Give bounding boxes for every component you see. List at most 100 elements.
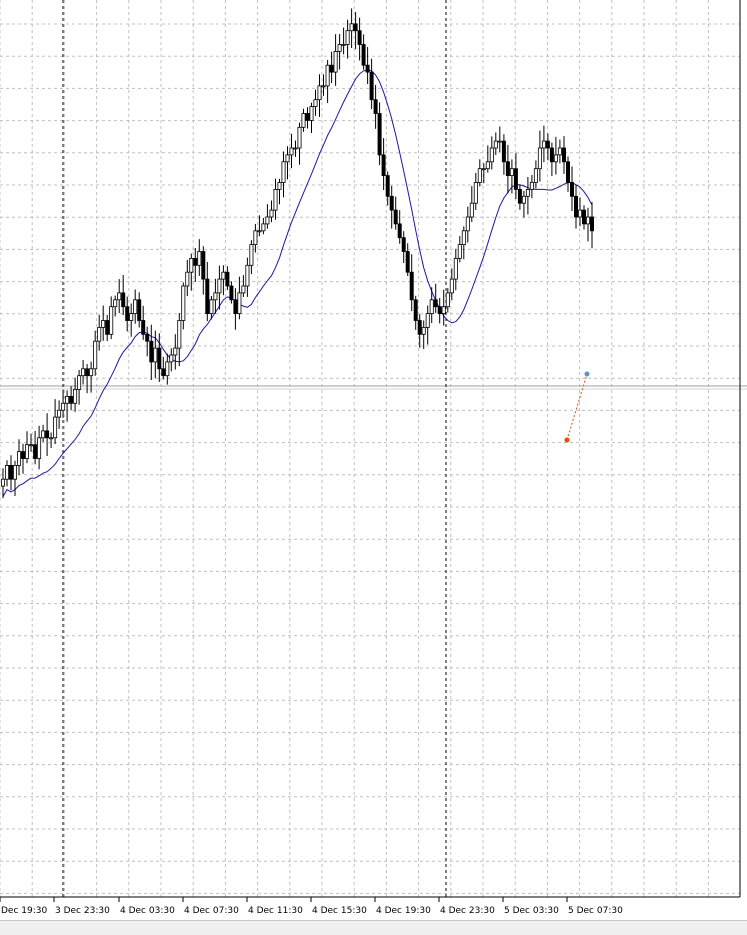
candle-body-bear bbox=[85, 368, 90, 377]
candle-body-bull bbox=[341, 44, 346, 46]
candle-body-bear bbox=[397, 223, 402, 239]
horizontal-scrollbar[interactable] bbox=[0, 920, 747, 935]
candle bbox=[293, 140, 298, 157]
candle bbox=[590, 202, 595, 249]
candle-body-bear bbox=[161, 368, 166, 377]
candle bbox=[249, 240, 254, 275]
candle-body-bear bbox=[373, 99, 378, 114]
candle bbox=[93, 330, 98, 376]
moving-average-line bbox=[2, 69, 593, 497]
candle-body-bull bbox=[333, 51, 338, 73]
candle bbox=[233, 288, 238, 330]
candle-body-bear bbox=[141, 320, 146, 335]
candle bbox=[425, 305, 430, 345]
candle-body-bull bbox=[269, 209, 274, 218]
candle-body-bear bbox=[105, 320, 110, 335]
candle bbox=[121, 275, 126, 316]
candle-body-bear bbox=[385, 175, 390, 197]
time-tick-label: 4 Dec 15:30 bbox=[312, 906, 367, 916]
candle-body-bull bbox=[521, 195, 526, 204]
candle bbox=[53, 399, 58, 445]
trade-exit-marker[interactable] bbox=[584, 371, 590, 377]
candle bbox=[409, 254, 414, 312]
candle-body-bull bbox=[325, 64, 330, 87]
candle-body-bull bbox=[257, 230, 262, 233]
candle bbox=[377, 102, 382, 166]
candle bbox=[277, 178, 282, 205]
candle-body-bull bbox=[245, 264, 250, 287]
candle bbox=[449, 268, 454, 301]
candle bbox=[393, 196, 398, 230]
candle-body-bear bbox=[381, 154, 386, 176]
candle bbox=[401, 231, 406, 263]
candle-body-bull bbox=[309, 106, 314, 121]
candle bbox=[173, 334, 178, 370]
candle-body-bear bbox=[361, 44, 366, 66]
time-tick-label: 4 Dec 23:30 bbox=[440, 906, 495, 916]
candle bbox=[129, 303, 134, 337]
candle bbox=[365, 47, 370, 84]
candle bbox=[353, 12, 358, 50]
candle-body-bull bbox=[16, 451, 21, 466]
candle bbox=[413, 295, 418, 330]
candle-body-bull bbox=[421, 326, 426, 335]
candle-body-bull bbox=[101, 320, 106, 328]
candle bbox=[345, 19, 350, 59]
candle-body-bull bbox=[477, 168, 482, 183]
ma-series-line bbox=[2, 69, 593, 497]
candle bbox=[313, 89, 318, 116]
candle-body-bull bbox=[473, 182, 478, 204]
candle bbox=[101, 305, 106, 341]
candle bbox=[197, 239, 202, 276]
candle bbox=[505, 144, 510, 194]
candle-body-bear bbox=[369, 71, 374, 101]
candle bbox=[461, 226, 466, 260]
candle bbox=[521, 190, 526, 218]
candle bbox=[574, 184, 579, 229]
candle bbox=[57, 400, 62, 429]
candle bbox=[105, 315, 110, 342]
candle bbox=[89, 361, 94, 393]
candle-body-bear bbox=[393, 209, 398, 225]
candle-body-bear bbox=[125, 306, 130, 321]
candle-body-bear bbox=[417, 320, 422, 335]
candle bbox=[285, 146, 290, 180]
candle bbox=[457, 236, 462, 263]
candle bbox=[12, 460, 17, 496]
candle bbox=[61, 389, 66, 418]
candle bbox=[405, 243, 410, 276]
candle bbox=[541, 125, 546, 163]
candle bbox=[417, 314, 422, 348]
candle bbox=[137, 292, 142, 328]
candle bbox=[553, 136, 558, 175]
candle-body-bull bbox=[553, 154, 558, 163]
candle-body-bull bbox=[497, 140, 502, 143]
candle bbox=[77, 369, 82, 405]
candle bbox=[433, 283, 438, 313]
candle bbox=[301, 108, 306, 132]
candle bbox=[373, 84, 378, 129]
candle bbox=[133, 289, 138, 324]
candle bbox=[185, 259, 190, 297]
candle bbox=[241, 275, 246, 298]
candle-body-bull bbox=[321, 85, 326, 88]
candle bbox=[421, 320, 426, 349]
trade-entry-marker[interactable] bbox=[564, 437, 570, 443]
candle bbox=[441, 289, 446, 326]
candle bbox=[537, 130, 542, 182]
candle-body-bull bbox=[97, 326, 102, 342]
candle bbox=[193, 248, 198, 282]
candle-body-bear bbox=[377, 113, 382, 156]
candle-body-bull bbox=[189, 257, 194, 273]
candle-body-bull bbox=[253, 230, 258, 246]
candle-body-bull bbox=[485, 161, 490, 170]
candle bbox=[317, 74, 322, 117]
candle-body-bull bbox=[169, 354, 174, 363]
candle-body-bull bbox=[213, 292, 218, 301]
candle bbox=[473, 172, 478, 210]
candle-body-bull bbox=[165, 361, 170, 377]
candle bbox=[189, 253, 194, 291]
candle-body-bull bbox=[57, 409, 62, 418]
candle-body-bull bbox=[177, 320, 182, 349]
candle bbox=[209, 296, 214, 320]
